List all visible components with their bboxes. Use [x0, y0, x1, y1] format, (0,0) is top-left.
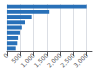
svg-text:500: 500 [9, 51, 23, 65]
svg-text:0: 0 [2, 51, 10, 59]
svg-text:2,000: 2,000 [45, 51, 63, 69]
svg-text:2,500: 2,500 [58, 51, 76, 69]
svg-text:1,500: 1,500 [32, 51, 50, 69]
svg-text:1,000: 1,000 [18, 51, 36, 69]
svg-text:3,000: 3,000 [72, 51, 89, 68]
